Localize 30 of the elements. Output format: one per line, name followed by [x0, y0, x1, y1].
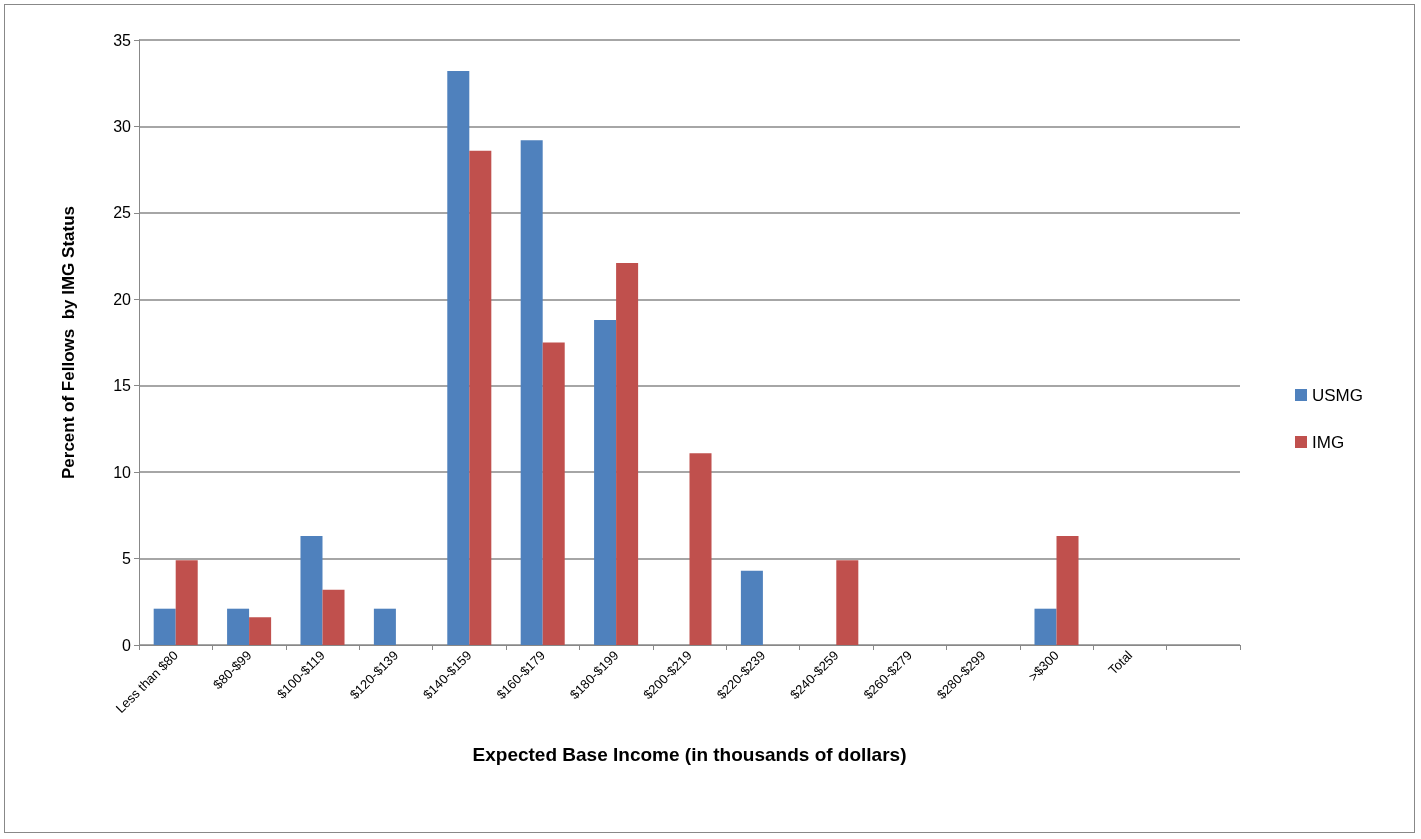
x-axis-title: Expected Base Income (in thousands of dollars) — [472, 744, 907, 765]
bar — [520, 140, 543, 645]
y-tick-label: 5 — [122, 550, 132, 568]
bar — [616, 262, 639, 645]
bar — [300, 536, 323, 645]
y-tick-label: 0 — [122, 636, 132, 654]
y-tick-label: 25 — [113, 204, 132, 222]
y-axis-title: Percent of Fellows by IMG Status — [59, 206, 78, 479]
bar — [1034, 608, 1057, 645]
bar — [740, 570, 763, 645]
bar — [469, 150, 492, 645]
bar — [1056, 536, 1079, 645]
y-tick-label: 35 — [113, 31, 132, 49]
bar — [249, 617, 272, 645]
y-tick-label: 15 — [113, 377, 132, 395]
bar — [373, 608, 396, 645]
y-tick-label: 20 — [113, 290, 132, 308]
bar — [175, 560, 198, 645]
y-tick-label: 30 — [113, 117, 132, 135]
bar — [153, 608, 176, 645]
y-tick-label: 10 — [113, 463, 132, 481]
bar — [689, 453, 712, 645]
bar — [447, 71, 470, 645]
bar — [836, 560, 859, 645]
legend-label: IMG — [1312, 432, 1345, 452]
legend-label: USMG — [1312, 385, 1363, 405]
bar — [322, 589, 345, 645]
bar — [542, 342, 565, 645]
bar — [594, 320, 617, 645]
bar — [227, 608, 250, 645]
